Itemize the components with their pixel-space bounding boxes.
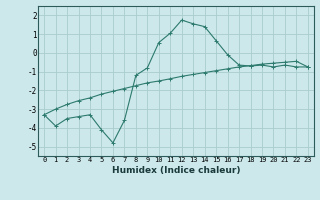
X-axis label: Humidex (Indice chaleur): Humidex (Indice chaleur): [112, 166, 240, 175]
